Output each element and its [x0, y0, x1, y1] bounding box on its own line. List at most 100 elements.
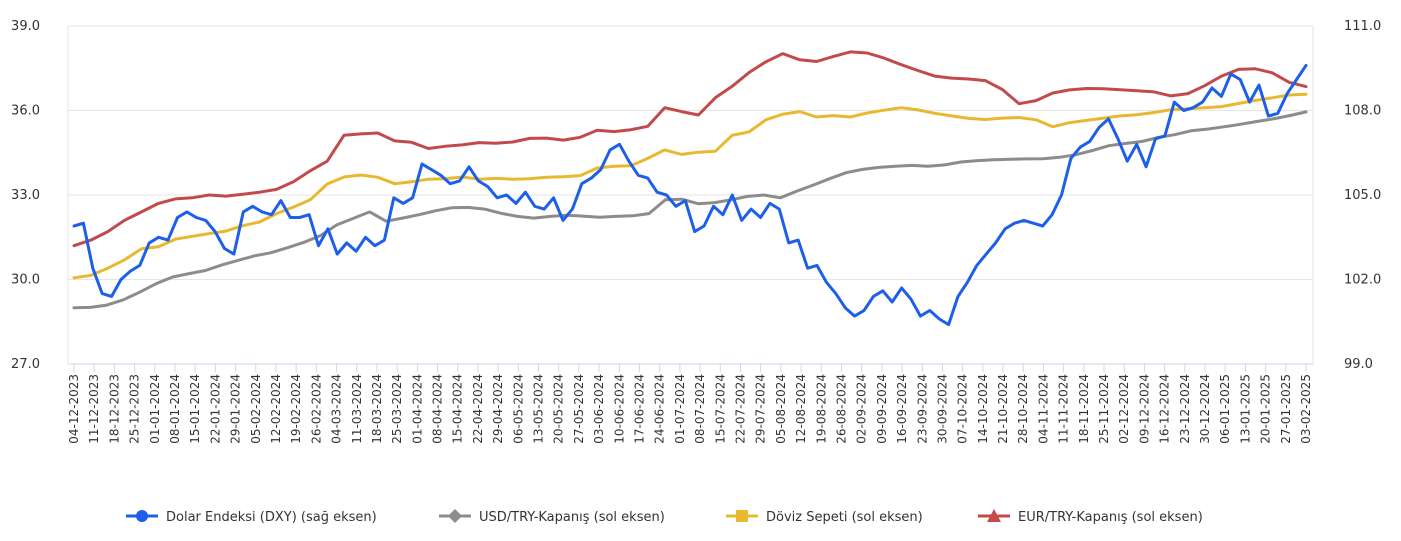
x-tick-label: 29-01-2024 — [229, 374, 243, 444]
series-usd-try-kapan-s-sol-eksen — [72, 110, 1308, 310]
x-tick-label: 04-03-2024 — [330, 374, 344, 444]
legend-item-dolar-endeksi-dxy-sag-eksen[interactable]: Dolar Endeksi (DXY) (sağ eksen) — [126, 510, 377, 525]
x-tick-label: 06-05-2024 — [511, 374, 525, 444]
legend-label: EUR/TRY-Kapanış (sol eksen) — [1018, 510, 1203, 525]
right-axis-tick-label: 99.0 — [1344, 357, 1373, 372]
series-layer — [72, 50, 1308, 327]
legend-circle-marker — [136, 510, 148, 522]
x-tick-label: 08-07-2024 — [693, 374, 707, 444]
x-tick-label: 08-04-2024 — [431, 374, 445, 444]
legend-square-marker — [736, 510, 748, 522]
left-axis-tick-label: 30.0 — [11, 273, 40, 288]
series-line-eur-try-kapan-s-sol-eksen — [72, 50, 1308, 248]
x-tick-label: 19-02-2024 — [289, 374, 303, 444]
x-tick-label: 22-07-2024 — [733, 374, 747, 444]
x-tick-label: 12-02-2024 — [269, 374, 283, 444]
x-tick-label: 15-07-2024 — [713, 374, 727, 444]
left-axis-tick-label: 27.0 — [11, 357, 40, 372]
legend-item-usd-try-kapan-s-sol-eksen[interactable]: USD/TRY-Kapanış (sol eksen) — [439, 509, 665, 525]
x-tick-label: 05-02-2024 — [249, 374, 263, 444]
x-tick-label: 12-08-2024 — [794, 374, 808, 444]
right-axis-tick-label: 111.0 — [1344, 19, 1381, 34]
series-line-dolar-endeksi-dxy-sag-eksen — [72, 63, 1308, 327]
x-tick-label: 11-03-2024 — [350, 374, 364, 444]
x-tick-label: 27-05-2024 — [572, 374, 586, 444]
series-doviz-sepeti-sol-eksen — [72, 92, 1308, 280]
x-tick-label: 15-01-2024 — [188, 374, 202, 444]
x-tick-label: 01-07-2024 — [673, 374, 687, 444]
x-tick-label: 18-11-2024 — [1077, 374, 1091, 444]
x-tick-label: 05-08-2024 — [774, 374, 788, 444]
series-line-usd-try-kapan-s-sol-eksen — [72, 110, 1308, 310]
x-tick-label: 08-01-2024 — [168, 374, 182, 444]
right-axis-tick-label: 108.0 — [1344, 104, 1381, 119]
x-tick-label: 03-02-2025 — [1299, 374, 1313, 444]
x-tick-label: 19-08-2024 — [814, 374, 828, 444]
right-axis: 99.0 102.0 105.0 108.0 111.0 — [1344, 19, 1381, 372]
x-tick-label: 09-09-2024 — [875, 374, 889, 444]
left-axis-tick-label: 39.0 — [11, 19, 40, 34]
x-tick-label: 02-12-2024 — [1117, 374, 1131, 444]
x-tick-label: 16-09-2024 — [895, 374, 909, 444]
x-tick-label: 18-12-2023 — [107, 374, 121, 444]
x-tick-label: 18-03-2024 — [370, 374, 384, 444]
legend-triangle-marker — [987, 509, 1001, 522]
x-tick-label: 29-07-2024 — [754, 374, 768, 444]
x-tick-label: 26-08-2024 — [834, 374, 848, 444]
x-tick-label: 03-06-2024 — [592, 374, 606, 444]
legend-diamond-marker — [448, 509, 462, 523]
x-tick-label: 04-12-2023 — [67, 374, 81, 444]
x-tick-label: 22-04-2024 — [471, 374, 485, 444]
x-tick-label: 07-10-2024 — [956, 374, 970, 444]
x-tick-label: 30-12-2024 — [1198, 374, 1212, 444]
legend-item-eur-try-kapan-s-sol-eksen[interactable]: EUR/TRY-Kapanış (sol eksen) — [978, 509, 1203, 525]
x-tick-label: 15-04-2024 — [451, 374, 465, 444]
legend-label: USD/TRY-Kapanış (sol eksen) — [479, 510, 665, 525]
legend-item-doviz-sepeti-sol-eksen[interactable]: Döviz Sepeti (sol eksen) — [726, 510, 923, 525]
left-axis-tick-label: 33.0 — [11, 188, 40, 203]
x-tick-label: 24-06-2024 — [653, 374, 667, 444]
x-tick-label: 20-01-2025 — [1259, 374, 1273, 444]
series-dolar-endeksi-dxy-sag-eksen — [72, 63, 1308, 327]
series-line-doviz-sepeti-sol-eksen — [72, 92, 1308, 280]
x-tick-label: 16-12-2024 — [1158, 374, 1172, 444]
x-tick-label: 26-02-2024 — [309, 374, 323, 444]
x-tick-label: 04-11-2024 — [1036, 374, 1050, 444]
legend-label: Döviz Sepeti (sol eksen) — [766, 510, 923, 525]
x-tick-label: 01-01-2024 — [148, 374, 162, 444]
x-tick-label: 21-10-2024 — [996, 374, 1010, 444]
legend-label: Dolar Endeksi (DXY) (sağ eksen) — [166, 510, 377, 525]
left-axis: 27.0 30.0 33.0 36.0 39.0 — [11, 19, 40, 372]
x-tick-label: 01-04-2024 — [410, 374, 424, 444]
x-tick-label: 13-01-2025 — [1238, 374, 1252, 444]
x-tick-label: 02-09-2024 — [855, 374, 869, 444]
right-axis-tick-label: 105.0 — [1344, 188, 1381, 203]
x-tick-label: 17-06-2024 — [633, 374, 647, 444]
x-tick-label: 10-06-2024 — [612, 374, 626, 444]
x-tick-label: 20-05-2024 — [552, 374, 566, 444]
x-tick-label: 25-03-2024 — [390, 374, 404, 444]
x-tick-label: 25-11-2024 — [1097, 374, 1111, 444]
x-tick-label: 09-12-2024 — [1137, 374, 1151, 444]
x-tick-label: 14-10-2024 — [976, 374, 990, 444]
grid — [67, 25, 1314, 365]
x-tick-label: 06-01-2025 — [1218, 374, 1232, 444]
x-tick-label: 11-12-2023 — [87, 374, 101, 444]
x-tick-label: 28-10-2024 — [1016, 374, 1030, 444]
x-tick-label: 13-05-2024 — [532, 374, 546, 444]
x-tick-label: 30-09-2024 — [935, 374, 949, 444]
x-tick-label: 11-11-2024 — [1057, 374, 1071, 444]
x-tick-label: 29-04-2024 — [491, 374, 505, 444]
x-tick-label: 25-12-2023 — [128, 374, 142, 444]
x-tick-label: 22-01-2024 — [208, 374, 222, 444]
x-axis: 04-12-2023 11-12-2023 18-12-2023 25-12-2023… — [67, 363, 1313, 444]
x-tick-label: 27-01-2025 — [1279, 374, 1293, 444]
x-tick-label: 23-12-2024 — [1178, 374, 1192, 444]
series-eur-try-kapan-s-sol-eksen — [72, 50, 1308, 248]
right-axis-tick-label: 102.0 — [1344, 273, 1381, 288]
left-axis-tick-label: 36.0 — [11, 104, 40, 119]
x-tick-label: 23-09-2024 — [915, 374, 929, 444]
legend: Dolar Endeksi (DXY) (sağ eksen) USD/TRY-K… — [126, 509, 1203, 525]
